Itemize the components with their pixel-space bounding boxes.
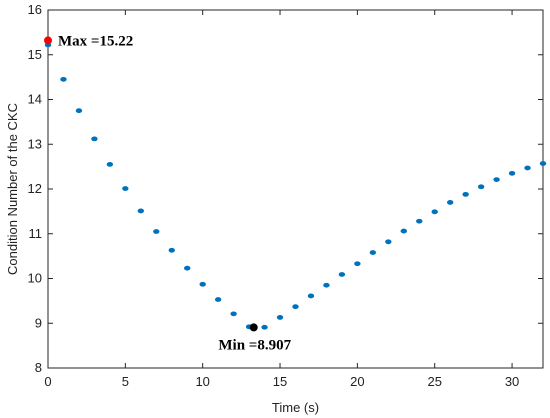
data-point	[199, 281, 206, 287]
data-point	[276, 315, 284, 320]
axis-ticks: 0 5 10 15 20 25 30 8 9 10 11 12 13 14 15 16	[28, 2, 543, 389]
y-tick-label: 8	[35, 360, 42, 375]
data-point	[230, 311, 237, 317]
x-tick-label: 15	[273, 374, 287, 389]
y-tick-label: 11	[29, 226, 43, 241]
data-point	[493, 177, 500, 183]
data-point	[60, 76, 67, 82]
data-point	[431, 209, 438, 215]
annotations: Max =15.22 Min =8.907	[44, 33, 292, 353]
x-tick-label: 20	[350, 374, 364, 389]
max-annotation-label: Max =15.22	[58, 33, 133, 49]
data-point	[75, 108, 83, 114]
data-point	[184, 265, 191, 271]
y-tick-label: 14	[28, 92, 42, 107]
data-points	[44, 42, 547, 330]
data-point	[261, 324, 268, 330]
data-point	[416, 218, 423, 224]
data-point	[446, 200, 454, 205]
data-point	[91, 136, 98, 142]
y-tick-label: 15	[28, 47, 42, 62]
x-tick-label: 10	[195, 374, 209, 389]
data-point	[400, 228, 407, 234]
data-point	[369, 250, 377, 255]
data-point	[106, 161, 114, 167]
data-point	[462, 191, 469, 197]
max-marker	[44, 36, 52, 45]
y-tick-label: 13	[28, 136, 42, 151]
y-tick-label: 9	[35, 315, 42, 330]
x-tick-label: 0	[44, 374, 51, 389]
y-axis-title: Condition Number of the CKC	[5, 103, 20, 275]
data-point	[122, 186, 129, 191]
min-marker	[249, 323, 258, 332]
data-point	[477, 184, 485, 190]
x-tick-label: 25	[427, 374, 441, 389]
y-tick-label: 10	[28, 271, 42, 286]
y-tick-label: 16	[28, 2, 42, 17]
data-point	[153, 229, 160, 234]
data-point	[292, 304, 299, 310]
data-point	[307, 293, 315, 299]
data-point	[338, 272, 346, 277]
data-point	[354, 261, 361, 267]
data-point	[539, 161, 547, 166]
x-axis-title: Time (s)	[272, 400, 319, 415]
x-tick-label: 30	[505, 374, 519, 389]
data-point	[508, 170, 516, 176]
data-point	[323, 282, 330, 288]
data-point	[524, 165, 531, 171]
data-point	[214, 297, 222, 302]
min-annotation-label: Min =8.907	[218, 337, 291, 353]
y-tick-label: 12	[28, 181, 42, 196]
data-point	[385, 239, 392, 245]
data-point	[168, 247, 175, 253]
data-point	[137, 208, 145, 214]
x-tick-label: 5	[122, 374, 129, 389]
